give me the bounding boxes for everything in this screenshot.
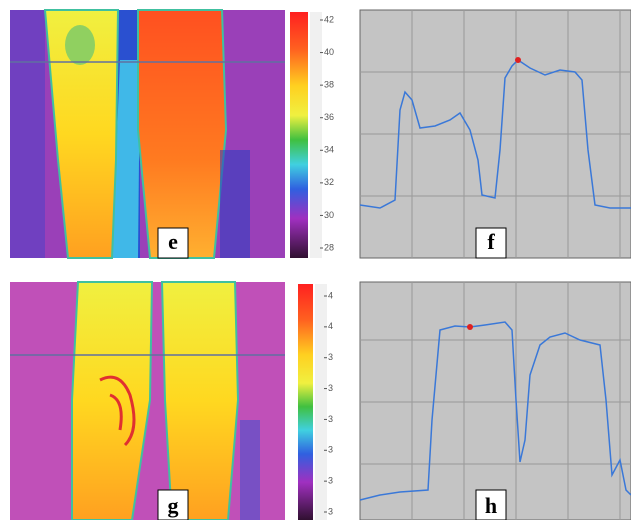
profile-plot bbox=[359, 281, 631, 520]
colorbar-label: 40 bbox=[324, 47, 334, 57]
panel-label: e bbox=[168, 229, 178, 254]
colorbar-label: 34 bbox=[324, 145, 334, 155]
colorbar-label: 3 bbox=[328, 506, 333, 516]
colorbar-label: 3 bbox=[328, 383, 333, 393]
colorbar-label: 28 bbox=[324, 242, 334, 252]
thermal-image bbox=[10, 281, 327, 520]
colorbar-label: 4 bbox=[328, 321, 333, 331]
panel-label: f bbox=[487, 229, 495, 254]
colorbar-label: 42 bbox=[324, 14, 334, 24]
colorbar-label: 4 bbox=[328, 290, 333, 300]
colorbar-label: 3 bbox=[328, 445, 333, 455]
panel-label: h bbox=[485, 493, 497, 518]
colorbar-label: 32 bbox=[324, 177, 334, 187]
colorbar-label: 36 bbox=[324, 112, 334, 122]
colorbar-label: 30 bbox=[324, 210, 334, 220]
panel-label: g bbox=[168, 493, 179, 518]
label-box bbox=[157, 227, 507, 520]
profile-plot bbox=[359, 9, 631, 259]
colorbar-label: 3 bbox=[328, 414, 333, 424]
colorbar-label: 38 bbox=[324, 80, 334, 90]
thermal-image bbox=[10, 9, 322, 259]
colorbar-label: 3 bbox=[328, 352, 333, 362]
colorbar-label: 3 bbox=[328, 476, 333, 486]
